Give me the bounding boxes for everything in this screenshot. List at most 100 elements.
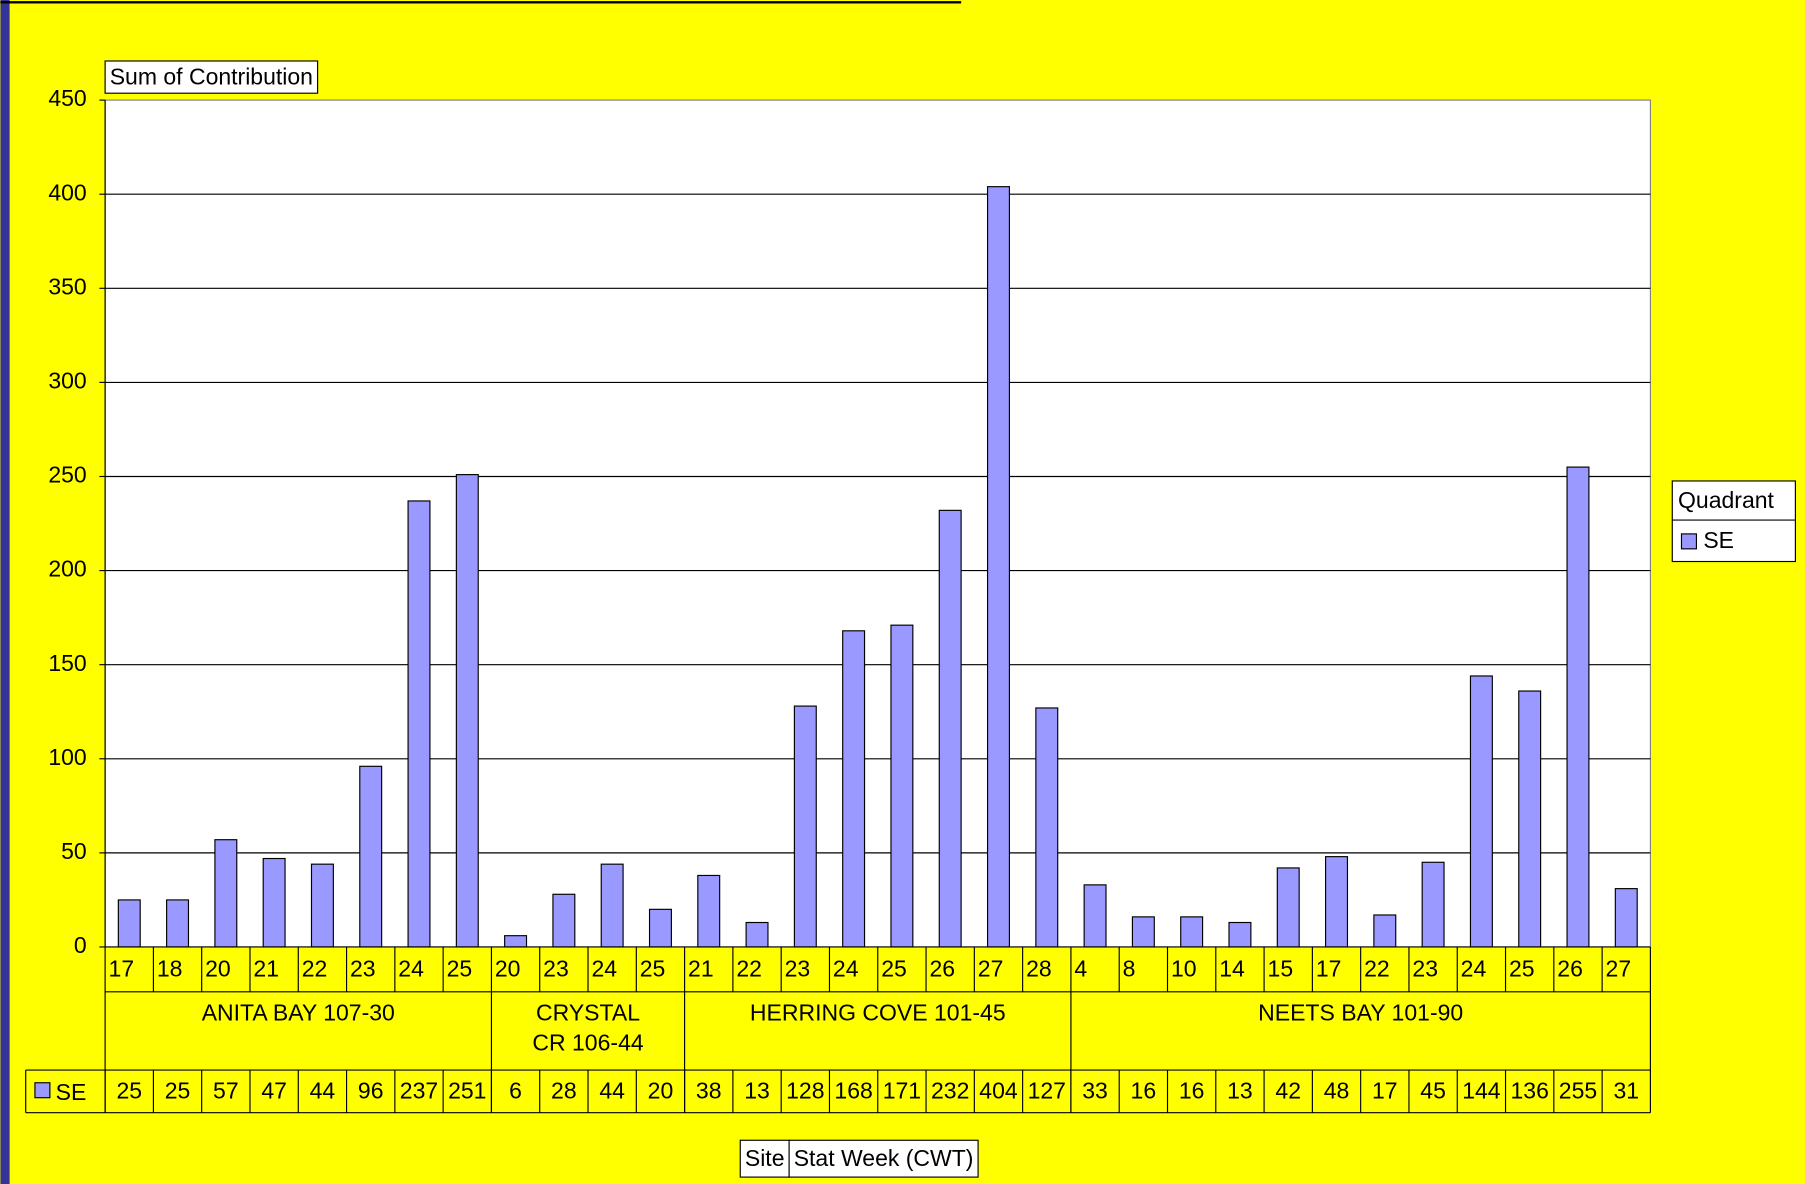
data-table-value: 47 xyxy=(261,1078,287,1104)
x-tick-label: 22 xyxy=(302,956,328,982)
x-tick-label: 24 xyxy=(1461,956,1487,982)
bar xyxy=(842,630,866,948)
data-table-value: 42 xyxy=(1275,1078,1301,1104)
data-table-value: 13 xyxy=(744,1078,770,1104)
data-table-value: 171 xyxy=(883,1078,921,1104)
x-tick-label: 21 xyxy=(688,956,714,982)
bar xyxy=(697,874,721,948)
x-field-box xyxy=(788,1139,979,1178)
x-tick-label: 23 xyxy=(350,956,376,982)
bar xyxy=(1469,675,1493,948)
data-table-value: 255 xyxy=(1559,1078,1597,1104)
data-table-value: 16 xyxy=(1131,1078,1157,1104)
x-tick-label: 27 xyxy=(978,956,1004,982)
x-tick-label: 20 xyxy=(495,956,521,982)
legend-label: SE xyxy=(1703,527,1734,553)
data-table-value: 25 xyxy=(116,1078,142,1104)
data-table-value: 45 xyxy=(1420,1078,1446,1104)
y-field: Sum of Contribution xyxy=(110,63,313,89)
bar xyxy=(986,186,1010,948)
data-table-value: 57 xyxy=(213,1078,239,1104)
bar xyxy=(793,705,817,948)
bar xyxy=(1180,916,1204,948)
bar xyxy=(117,899,141,948)
bar xyxy=(214,839,238,948)
data-table-value: 13 xyxy=(1227,1078,1253,1104)
x-tick-label: 24 xyxy=(833,956,859,982)
y-tick-label: 450 xyxy=(48,85,86,111)
y-tick-label: 250 xyxy=(48,462,86,488)
data-table-value: 48 xyxy=(1324,1078,1350,1104)
data-table-value: 38 xyxy=(696,1078,722,1104)
x-field: Site xyxy=(745,1145,785,1171)
x-tick-label: 23 xyxy=(543,956,569,982)
bar xyxy=(1614,888,1638,948)
data-table-value: 20 xyxy=(648,1078,674,1104)
bar xyxy=(1325,856,1349,948)
x-tick-label: 25 xyxy=(1509,956,1535,982)
data-table-value: 128 xyxy=(786,1078,824,1104)
bar xyxy=(504,935,528,948)
group-label: ANITA BAY 107-30 xyxy=(201,1001,395,1027)
x-tick-label: 14 xyxy=(1219,956,1245,982)
data-table-value: 31 xyxy=(1613,1078,1639,1104)
bar xyxy=(166,899,190,948)
y-tick-label: 150 xyxy=(48,650,86,676)
bar xyxy=(600,863,624,948)
bar xyxy=(1035,707,1059,948)
y-tick-label: 50 xyxy=(61,838,87,864)
x-tick-label: 25 xyxy=(447,956,473,982)
x-tick-label: 22 xyxy=(736,956,762,982)
x-tick-label: 21 xyxy=(253,956,279,982)
x-field-box xyxy=(739,1139,790,1178)
group-label: CRYSTAL CR 106-44 xyxy=(532,1001,644,1057)
bar xyxy=(1131,916,1155,948)
data-table-value: 25 xyxy=(165,1078,191,1104)
x-tick-label: 24 xyxy=(398,956,424,982)
bar xyxy=(407,500,431,948)
bar xyxy=(1566,466,1590,948)
data-table-value: 28 xyxy=(551,1078,577,1104)
x-tick-label: 22 xyxy=(1364,956,1390,982)
data-table-value: 33 xyxy=(1082,1078,1108,1104)
data-table-value: 17 xyxy=(1372,1078,1398,1104)
x-tick-label: 15 xyxy=(1268,956,1294,982)
bar xyxy=(359,765,383,948)
legend-key xyxy=(34,1082,51,1099)
bar xyxy=(1421,861,1445,948)
bar xyxy=(745,921,769,948)
data-table-value: 127 xyxy=(1028,1078,1066,1104)
data-table-value: 44 xyxy=(599,1078,625,1104)
data-table-value: 168 xyxy=(834,1078,872,1104)
y-tick-label: 350 xyxy=(48,273,86,299)
y-tick-label: 400 xyxy=(48,179,86,205)
x-tick-label: 18 xyxy=(157,956,183,982)
x-tick-label: 25 xyxy=(640,956,666,982)
bar xyxy=(552,893,576,948)
group-label-box: NEETS BAY 101-90 xyxy=(1258,1001,1464,1027)
x-field: Stat Week (CWT) xyxy=(794,1145,974,1171)
x-tick-label: 20 xyxy=(205,956,231,982)
x-tick-label: 25 xyxy=(881,956,907,982)
data-table-value: 237 xyxy=(400,1078,438,1104)
bar xyxy=(890,624,914,948)
group-label-box: HERRING COVE 101-45 xyxy=(749,1001,1006,1027)
bar xyxy=(1373,914,1397,948)
data-table-value: 16 xyxy=(1179,1078,1205,1104)
x-tick-label: 26 xyxy=(1557,956,1583,982)
data-table-value: 251 xyxy=(448,1078,486,1104)
group-label: HERRING COVE 101-45 xyxy=(749,1001,1006,1027)
x-tick-label: 17 xyxy=(1316,956,1342,982)
data-table-value: 44 xyxy=(310,1078,336,1104)
bar xyxy=(1228,921,1252,948)
group-label-box: ANITA BAY 107-30 xyxy=(201,1001,395,1027)
x-tick-label: 27 xyxy=(1606,956,1632,982)
data-table-series: SE xyxy=(56,1079,87,1105)
data-table-value: 232 xyxy=(931,1078,969,1104)
x-tick-label: 4 xyxy=(1074,956,1087,982)
group-label: NEETS BAY 101-90 xyxy=(1258,1001,1464,1027)
bar xyxy=(1276,867,1300,948)
x-tick-label: 24 xyxy=(591,956,617,982)
x-tick-label: 10 xyxy=(1171,956,1197,982)
